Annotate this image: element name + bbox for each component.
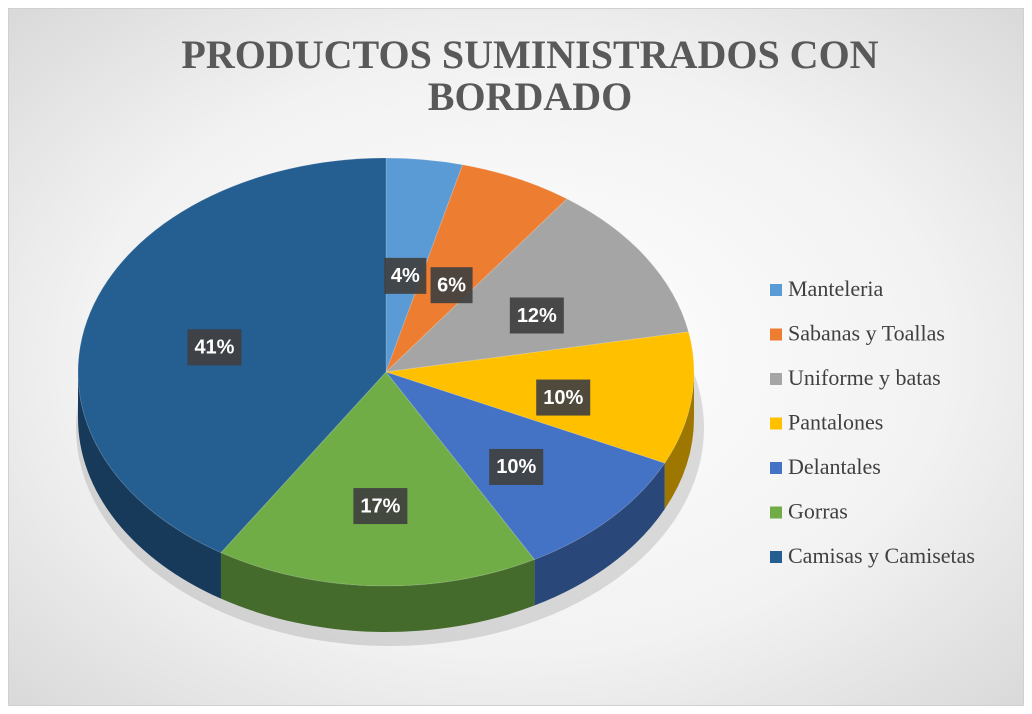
chart-title: PRODUCTOS SUMINISTRADOS CON BORDADO: [181, 32, 879, 119]
data-label: 41%: [194, 337, 234, 359]
slice-side: [78, 372, 221, 599]
legend-label: Uniforme y batas: [788, 365, 941, 390]
data-label: 10%: [543, 387, 583, 409]
legend-swatch: [770, 506, 782, 519]
legend-label: Delantales: [788, 454, 881, 479]
legend-swatch: [770, 551, 782, 563]
data-label: 6%: [437, 274, 466, 296]
data-label: 12%: [517, 305, 557, 327]
legend-label: Camisas y Camisetas: [788, 543, 975, 568]
pie-slice: [384, 198, 690, 373]
data-label: 4%: [391, 265, 420, 287]
slice-side: [534, 463, 665, 606]
data-label-box: [384, 257, 427, 294]
slice-side: [220, 552, 535, 632]
pie-slice: [385, 164, 568, 373]
legend-swatch: [770, 373, 782, 385]
legend-label: Gorras: [788, 499, 848, 524]
legend-label: Manteleria: [788, 276, 884, 301]
data-label: 10%: [496, 456, 536, 478]
legend-swatch: [770, 328, 782, 341]
data-label-box: [430, 267, 473, 304]
pie-slice: [220, 371, 536, 587]
legend-swatch: [770, 417, 782, 430]
slice-side: [664, 372, 694, 510]
data-label: 17%: [360, 495, 400, 517]
legend-label: Pantalones: [788, 410, 883, 435]
data-label-box: [536, 379, 591, 416]
legend-swatch: [770, 284, 782, 296]
legend-swatch: [770, 462, 782, 474]
data-label-box: [489, 448, 544, 485]
data-label-box: [509, 297, 564, 334]
legend-label: Sabanas y Toallas: [788, 321, 945, 346]
data-label-box: [187, 329, 242, 366]
data-label-box: [353, 488, 408, 525]
